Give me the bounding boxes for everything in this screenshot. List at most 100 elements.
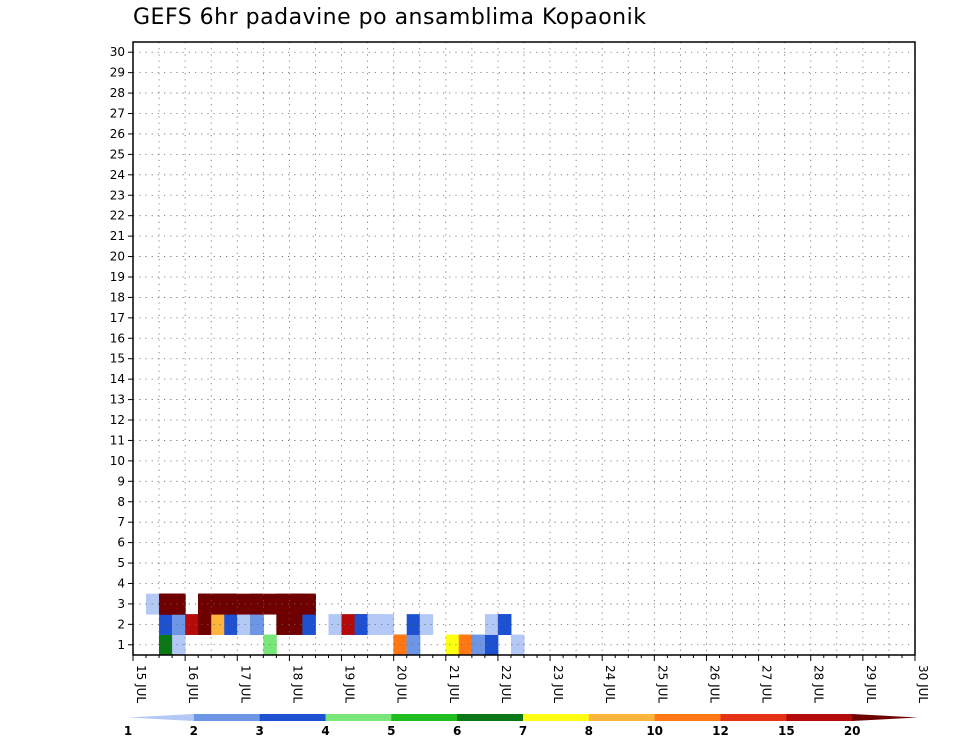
y-tick-label: 13 [110, 393, 125, 407]
y-tick-label: 30 [110, 45, 125, 59]
heatmap-cell [224, 614, 238, 635]
x-tick-label: 19 JUL [343, 665, 357, 703]
heatmap-cell [172, 614, 186, 635]
heatmap-cell [484, 614, 499, 635]
x-tick-label: 20 JUL [395, 665, 409, 703]
y-tick-label: 15 [110, 352, 125, 366]
heatmap-cell [445, 634, 460, 656]
x-tick-label: 27 JUL [760, 665, 774, 703]
heatmap-cell [211, 614, 225, 635]
heatmap-cell [237, 614, 251, 635]
colorbar-swatch [457, 714, 524, 721]
y-tick-label: 22 [110, 209, 125, 223]
heatmap-cell [458, 634, 473, 656]
colorbar-swatch [193, 714, 261, 721]
colorbar-swatch [720, 714, 787, 721]
x-tick-label: 28 JUL [812, 665, 826, 703]
y-tick-label: 12 [110, 413, 125, 427]
heatmap-cell [289, 593, 303, 615]
colorbar-label: 6 [453, 724, 461, 738]
heatmap-cell [185, 614, 199, 635]
colorbar-label: 5 [387, 724, 395, 738]
heatmap-cell [497, 614, 512, 635]
heatmap-cell [302, 593, 316, 615]
y-tick-label: 26 [110, 127, 125, 141]
y-tick-label: 20 [110, 250, 125, 264]
x-tick-label: 17 JUL [238, 665, 252, 703]
y-tick-label: 11 [110, 433, 125, 447]
y-tick-label: 29 [110, 66, 125, 80]
x-tick-label: 26 JUL [707, 665, 721, 703]
colorbar-swatch [391, 714, 458, 721]
chart-title: GEFS 6hr padavine po ansamblima Kopaonik [133, 5, 647, 30]
x-tick-label: 22 JUL [499, 665, 513, 703]
colorbar-swatch [325, 714, 392, 721]
y-tick-label: 18 [110, 290, 125, 304]
colorbar-label: 15 [778, 724, 795, 738]
colorbar-label: 1 [124, 724, 132, 738]
y-tick-label: 23 [110, 188, 125, 202]
y-tick-label: 27 [110, 107, 125, 121]
y-tick-label: 5 [117, 556, 125, 570]
colorbar-label: 12 [712, 724, 729, 738]
heatmap-cell [211, 593, 225, 615]
y-tick-label: 10 [110, 454, 125, 468]
y-tick-label: 9 [117, 474, 125, 488]
heatmap-cell [276, 614, 290, 635]
heatmap-cell [198, 593, 212, 615]
x-tick-label: 29 JUL [864, 665, 878, 703]
colorbar-swatch [128, 714, 194, 721]
colorbar-swatch [654, 714, 721, 721]
colorbar-swatch [259, 714, 326, 721]
heatmap-cell [328, 614, 342, 635]
colorbar-label: 2 [190, 724, 198, 738]
y-tick-label: 16 [110, 331, 125, 345]
colorbar-label: 10 [646, 724, 663, 738]
colorbar-label: 7 [519, 724, 527, 738]
heatmap-cell [367, 614, 382, 635]
y-tick-label: 1 [117, 638, 125, 652]
heatmap-cell [484, 634, 499, 656]
x-tick-label: 15 JUL [134, 665, 148, 703]
grid-layer [133, 42, 915, 655]
heatmap-cell [172, 634, 186, 656]
heatmap-cell [276, 593, 290, 615]
x-tick-label: 16 JUL [186, 665, 200, 703]
colorbar-layer: 1 2 3 4 5 6 7 8 10 12 15 20 [124, 714, 918, 738]
heatmap-cell [159, 593, 173, 615]
colorbar-label: 4 [321, 724, 329, 738]
heatmap-cell [406, 614, 421, 635]
x-tick-label: 21 JUL [447, 665, 461, 703]
y-tick-label: 21 [110, 229, 125, 243]
colorbar-swatch [786, 714, 853, 721]
y-tick-label: 4 [117, 576, 125, 590]
colorbar-label: 3 [255, 724, 263, 738]
y-tick-label: 7 [117, 515, 125, 529]
y-tick-label: 6 [117, 536, 125, 550]
heatmap-cell [341, 614, 355, 635]
x-tick-label: 23 JUL [551, 665, 565, 703]
heatmap-cell [354, 614, 368, 635]
y-tick-label: 17 [110, 311, 125, 325]
heatmap-cell [237, 593, 251, 615]
heatmap-cell [289, 614, 303, 635]
heatmap-cell [406, 634, 421, 656]
axes-layer: 1234567891011121314151617181920212223242… [110, 41, 930, 703]
y-tick-label: 8 [117, 495, 125, 509]
heatmap-cell [159, 614, 173, 635]
heatmap-cell [419, 614, 434, 635]
y-tick-label: 28 [110, 86, 125, 100]
colorbar-label: 8 [585, 724, 593, 738]
x-tick-label: 30 JUL [916, 665, 930, 703]
heatmap-cell [159, 634, 173, 656]
x-tick-label: 25 JUL [655, 665, 669, 703]
colorbar-swatch [523, 714, 590, 721]
x-tick-label: 18 JUL [290, 665, 304, 703]
heatmap-cell [471, 634, 486, 656]
cells-layer [146, 593, 525, 656]
y-tick-label: 25 [110, 147, 125, 161]
x-tick-label: 24 JUL [603, 665, 617, 703]
colorbar-swatch [588, 714, 656, 721]
y-tick-label: 24 [110, 168, 125, 182]
